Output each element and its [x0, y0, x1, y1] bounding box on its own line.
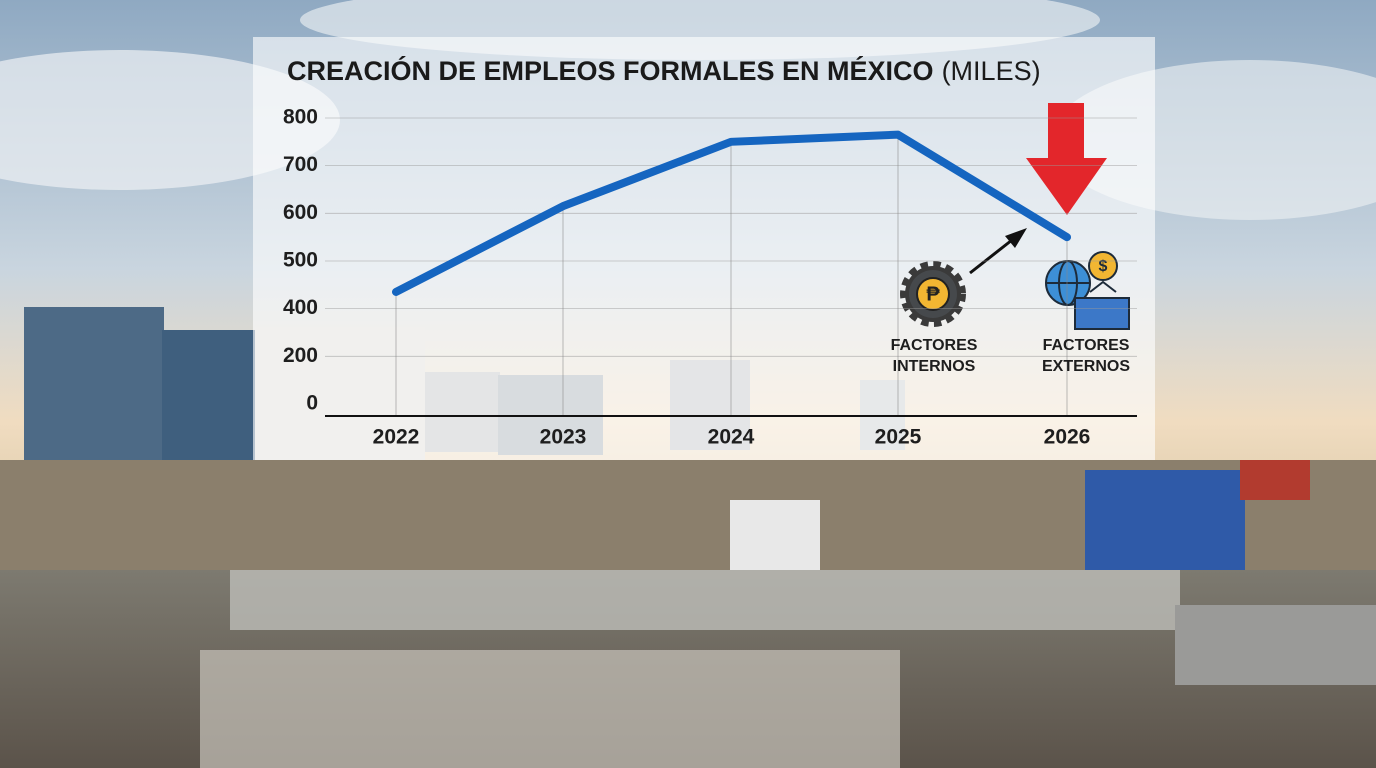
y-tick-label: 0: [306, 392, 318, 415]
chart-panel: [253, 37, 1155, 460]
y-tick-label: 800: [283, 106, 318, 129]
svg-text:$: $: [1099, 258, 1108, 275]
title-unit: (MILES): [942, 56, 1041, 86]
black-arrow: [969, 228, 1027, 275]
chart-title: CREACIÓN DE EMPLEOS FORMALES EN MÉXICO (M…: [287, 55, 1041, 86]
y-tick-label: 500: [283, 249, 318, 272]
x-tick-label: 2022: [373, 426, 420, 449]
y-tick-label: 400: [283, 296, 318, 319]
y-tick-label: 200: [283, 344, 318, 367]
annotation-label: FACTORES: [891, 337, 978, 354]
red-down-arrow: [1026, 103, 1107, 215]
x-tick-label: 2025: [875, 426, 922, 449]
x-tick-label: 2024: [708, 426, 755, 449]
svg-text:₱: ₱: [926, 283, 940, 305]
gear-peso-icon: ₱: [900, 261, 966, 327]
y-tick-label: 700: [283, 153, 318, 176]
annotation-label: EXTERNOS: [1042, 358, 1130, 375]
series-line: [392, 130, 1071, 296]
y-tick-label: 600: [283, 201, 318, 224]
globe-container-icon: $: [1045, 251, 1130, 330]
x-tick-label: 2026: [1044, 426, 1091, 449]
annotation-label: INTERNOS: [893, 358, 976, 375]
title-main: CREACIÓN DE EMPLEOS FORMALES EN MÉXICO: [287, 55, 934, 86]
x-tick-label: 2023: [540, 426, 587, 449]
annotation-label: FACTORES: [1043, 337, 1130, 354]
